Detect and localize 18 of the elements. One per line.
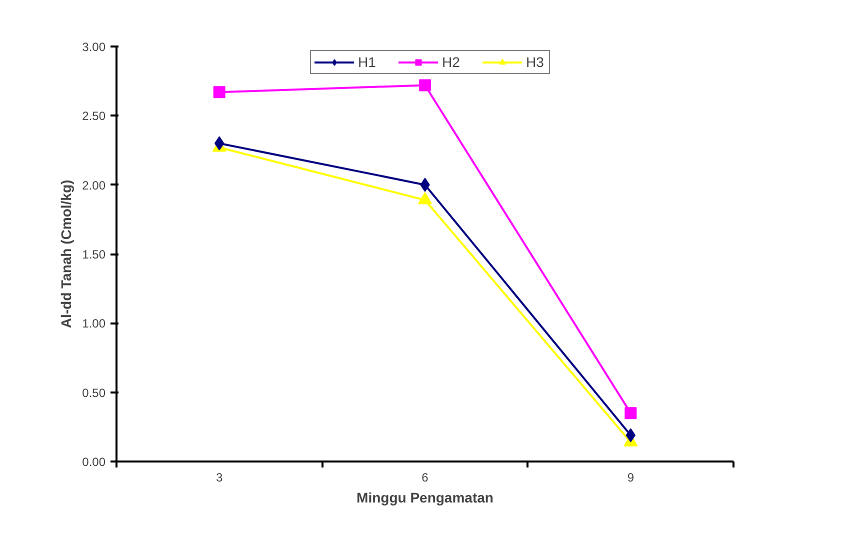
point [213,86,226,98]
x-tick-label: 6 [422,470,429,484]
y-tick-label: 1.50 [82,248,106,262]
legend-label: H3 [526,54,545,70]
legend-label: H2 [442,54,461,70]
legend-label: H1 [358,54,377,70]
x-tick-label: 3 [216,470,223,484]
x-axis-title: Minggu Pengamatan [356,490,494,506]
y-tick-label: 3.00 [82,40,106,54]
y-axis-title: Al-dd Tanah (Cmol/kg) [58,180,74,328]
y-tick-label: 0.00 [82,455,106,469]
y-tick-label: 0.50 [82,386,106,400]
point [624,407,637,420]
y-tick-label: 2.00 [82,178,106,192]
y-tick-label: 1.00 [82,316,106,331]
x-tick-label: 9 [627,470,634,484]
point [419,79,431,92]
y-tick-label: 2.50 [82,109,106,124]
